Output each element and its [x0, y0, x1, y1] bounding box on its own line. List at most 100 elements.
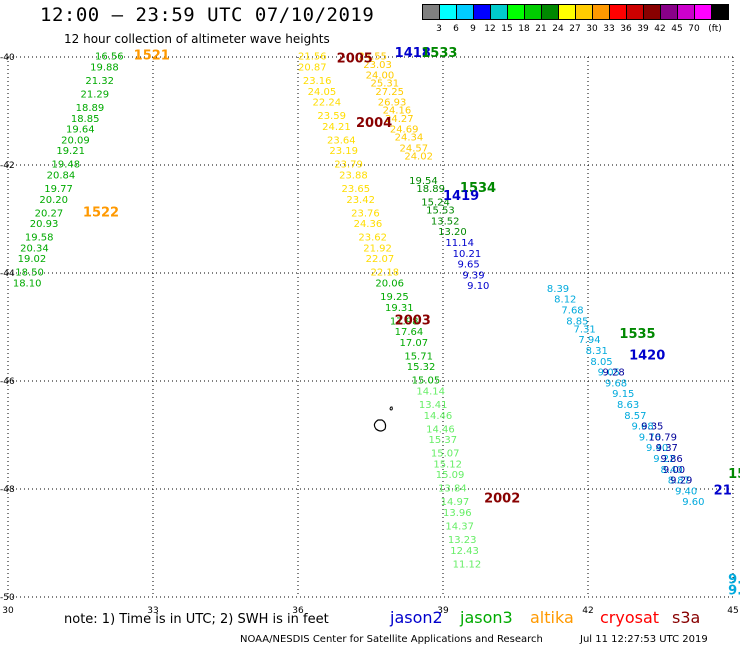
legend-swatch [711, 4, 729, 20]
swh-value: 23.76 [351, 208, 380, 219]
island-shape [373, 419, 387, 432]
swh-value: 15.71 [404, 351, 433, 362]
swh-value: 23.16 [303, 76, 332, 87]
swh-value: 20.34 [20, 243, 49, 254]
map-title: 12:00 – 23:59 UTC 07/10/2019 [40, 4, 375, 26]
y-tick-label: -50 [0, 593, 15, 603]
satellite-label: cryosat [600, 608, 660, 627]
swh-value: 21.32 [85, 76, 114, 87]
y-tick-label: -40 [0, 53, 15, 63]
legend-label: 45 [671, 24, 683, 34]
swh-value: 9.39 [462, 270, 484, 281]
swh-value: 9.40 [675, 486, 697, 497]
swh-value: 19.64 [66, 125, 95, 136]
swh-value: 9.37 [656, 443, 678, 454]
swh-value: 26.93 [378, 98, 407, 109]
swh-value: 11.12 [453, 559, 482, 570]
swh-value: 7.94 [578, 335, 600, 346]
swh-value: 15.32 [407, 362, 436, 373]
swh-value: 9.22 [653, 454, 675, 465]
swh-value: 21.92 [363, 243, 392, 254]
swh-value: 20.27 [35, 208, 64, 219]
swh-value: 8.85 [566, 316, 588, 327]
pass-time-label: 21 [714, 483, 732, 498]
satellite-label: s3a [672, 608, 701, 627]
pass-time-label: 2003 [395, 313, 431, 328]
swh-value: 9.10 [467, 281, 489, 292]
x-tick-label: 39 [437, 606, 449, 616]
swh-value: 18.10 [13, 279, 42, 290]
swh-value: 8.87 [668, 476, 690, 487]
satellite-label: jason3 [460, 608, 513, 627]
swh-value: 16.56 [95, 52, 124, 63]
swh-value: 8.12 [554, 295, 576, 306]
swh-value: 17.64 [395, 327, 424, 338]
swh-value: 9.40 [646, 443, 668, 454]
note-text: note: 1) Time is in UTC; 2) SWH is in fe… [64, 612, 329, 627]
swh-value: 24.05 [308, 87, 337, 98]
swh-value: 9.35 [641, 422, 663, 433]
swh-value: 21.56 [298, 52, 327, 63]
swh-value: 10.79 [648, 432, 677, 443]
x-tick-label: 42 [582, 606, 593, 616]
pass-time-label: 1521 [134, 49, 170, 64]
axis-ticks: 30 33 36 39 42 45 -40 -42 -44 -46 -48 -50 [0, 53, 739, 616]
swh-value: 19.31 [385, 303, 414, 314]
swh-value: 24.00 [366, 71, 395, 82]
legend-label: 9 [470, 24, 476, 34]
swh-value: 7.31 [574, 324, 596, 335]
legend-label: 70 [688, 24, 700, 34]
swh-value: 27.25 [375, 87, 404, 98]
swh-value: 19.77 [44, 184, 73, 195]
pass-time-label: 1418 [395, 46, 431, 61]
swh-value: 18.50 [15, 268, 44, 279]
footer-credit: NOAA/NESDIS Center for Satellite Applica… [240, 634, 543, 645]
swh-value: 17.98 [390, 316, 419, 327]
swh-value: 8.39 [547, 284, 569, 295]
pass-time-label: 2005 [337, 51, 373, 66]
swh-value: 19.02 [18, 254, 47, 265]
swh-value: 19.48 [52, 160, 81, 171]
swh-value: 9.68 [605, 378, 627, 389]
swh-value: 9.28 [603, 368, 625, 379]
legend-label: 42 [654, 24, 666, 34]
swh-value: 23.64 [327, 135, 356, 146]
swh-value: 8.40 [661, 465, 683, 476]
legend-label: (ft) [708, 24, 722, 34]
swh-value: 9.29 [670, 476, 692, 487]
swh-value: 15.07 [431, 449, 460, 460]
swh-value: 18.85 [71, 114, 100, 125]
swh-value: 20.87 [298, 63, 327, 74]
legend-label: 33 [603, 24, 615, 34]
swh-value: 17.07 [400, 338, 429, 349]
legend-label: 15 [501, 24, 513, 34]
pass-time-label: 1535 [619, 327, 655, 342]
swh-value: 25.31 [371, 79, 400, 90]
legend-label: 12 [484, 24, 496, 34]
swh-value: 9.68 [632, 422, 654, 433]
swh-value: 23.65 [342, 184, 371, 195]
swh-value: 14.97 [441, 497, 470, 508]
island-outline [373, 406, 393, 432]
swh-value: 13.20 [438, 227, 467, 238]
y-tick-label: -46 [0, 377, 15, 387]
swh-value: 18.89 [416, 184, 445, 195]
swh-value: 24.16 [383, 106, 412, 117]
swh-value: 23.62 [358, 233, 387, 244]
x-tick-label: 33 [147, 606, 158, 616]
swh-value: 19.25 [380, 292, 409, 303]
swh-value: 23.79 [334, 160, 363, 171]
altimeter-tracks: 16.5619.8821.3221.2918.8918.8519.6420.09… [13, 52, 705, 571]
swh-value: 18.89 [76, 103, 105, 114]
legend-label: 24 [552, 24, 564, 34]
swh-value: 20.06 [375, 279, 404, 290]
pass-time-label: 2002 [484, 492, 520, 507]
legend-label: 27 [569, 24, 581, 34]
swh-value: 15.05 [412, 376, 441, 387]
swh-value: 14.46 [426, 424, 455, 435]
swh-value: 9.05 [598, 368, 620, 379]
swh-value: 19.54 [409, 176, 438, 187]
swh-value: 9.76 [639, 432, 661, 443]
